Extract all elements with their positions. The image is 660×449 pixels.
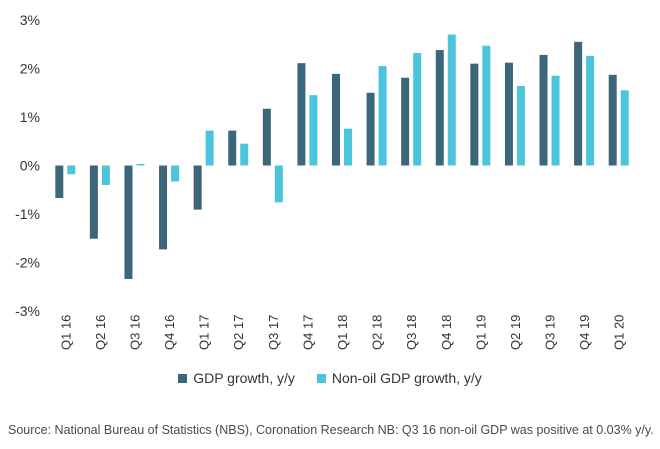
legend-label-gdp: GDP growth, y/y <box>193 370 295 386</box>
x-tick-label: Q1 18 <box>335 315 350 350</box>
bar-gdp-q1-17 <box>193 165 202 210</box>
bar-gdp-q3-17 <box>262 108 271 166</box>
y-tick-label: -3% <box>15 303 40 319</box>
bar-non-oil-gdp-q1-16 <box>67 165 76 175</box>
x-tick-label: Q1 20 <box>612 315 627 350</box>
x-tick-label: Q2 19 <box>508 315 523 350</box>
bar-gdp-q2-18 <box>366 92 375 166</box>
bar-non-oil-gdp-q1-17 <box>205 130 214 166</box>
x-tick-label: Q1 17 <box>197 315 212 350</box>
bar-gdp-q3-16 <box>124 165 133 279</box>
y-tick-label: -1% <box>15 206 40 222</box>
y-tick-label: 2% <box>20 61 40 77</box>
bar-gdp-q4-16 <box>159 165 168 250</box>
bar-non-oil-gdp-q4-17 <box>309 95 318 166</box>
x-tick-label: Q4 17 <box>300 315 315 350</box>
bar-gdp-q4-18 <box>435 50 444 166</box>
legend-swatch-gdp <box>178 373 188 383</box>
legend-label-non-oil-gdp: Non-oil GDP growth, y/y <box>331 370 482 386</box>
bar-gdp-q1-18 <box>332 73 340 166</box>
x-tick-label: Q2 17 <box>231 315 246 350</box>
x-tick-label: Q4 16 <box>162 315 177 350</box>
bar-non-oil-gdp-q1-19 <box>482 45 491 166</box>
bar-non-oil-gdp-q2-19 <box>516 85 525 166</box>
x-tick-label: Q1 16 <box>58 315 73 350</box>
bar-non-oil-gdp-q1-20 <box>620 90 629 166</box>
bar-gdp-q4-17 <box>297 63 306 166</box>
bar-non-oil-gdp-q4-19 <box>586 55 595 166</box>
bar-non-oil-gdp-q3-19 <box>551 75 560 166</box>
x-tick-label: Q3 16 <box>127 315 142 350</box>
bar-non-oil-gdp-q2-18 <box>378 66 387 166</box>
bar-non-oil-gdp-q1-18 <box>344 128 352 166</box>
legend-item-gdp: GDP growth, y/y <box>178 370 295 386</box>
bar-non-oil-gdp-q4-18 <box>447 34 456 166</box>
y-tick-label: 1% <box>20 109 40 125</box>
bar-non-oil-gdp-q3-16 <box>136 164 145 166</box>
bar-gdp-q2-19 <box>504 62 513 166</box>
x-tick-label: Q1 19 <box>473 315 488 350</box>
x-tick-label: Q2 16 <box>93 315 108 350</box>
bar-gdp-q2-17 <box>228 130 237 166</box>
y-tick-label: 0% <box>20 158 40 174</box>
x-tick-label: Q3 19 <box>543 315 558 350</box>
bar-gdp-q2-16 <box>89 165 98 239</box>
x-tick-label: Q2 18 <box>370 315 385 350</box>
source-note: Source: National Bureau of Statistics (N… <box>8 423 654 437</box>
legend-swatch-non-oil-gdp <box>316 373 326 383</box>
bar-non-oil-gdp-q2-16 <box>101 165 110 185</box>
bar-gdp-q1-19 <box>470 63 479 166</box>
y-tick-label: 3% <box>20 12 40 28</box>
legend-item-non-oil-gdp: Non-oil GDP growth, y/y <box>316 370 482 386</box>
bar-non-oil-gdp-q3-17 <box>274 165 283 203</box>
bar-non-oil-gdp-q2-17 <box>240 143 249 166</box>
x-tick-label: Q3 18 <box>404 315 419 350</box>
bar-gdp-q1-20 <box>608 74 617 166</box>
x-tick-label: Q4 18 <box>439 315 454 350</box>
bar-gdp-q1-16 <box>55 165 64 198</box>
bar-non-oil-gdp-q3-18 <box>413 52 422 166</box>
bar-gdp-q3-18 <box>401 77 410 166</box>
bar-gdp-q4-19 <box>574 41 583 166</box>
x-tick-label: Q4 19 <box>577 315 592 350</box>
bar-gdp-q3-19 <box>539 54 548 166</box>
y-tick-label: -2% <box>15 255 40 271</box>
legend: GDP growth, y/y Non-oil GDP growth, y/y <box>0 370 660 386</box>
bar-non-oil-gdp-q4-16 <box>171 165 180 182</box>
x-tick-label: Q3 17 <box>266 315 281 350</box>
